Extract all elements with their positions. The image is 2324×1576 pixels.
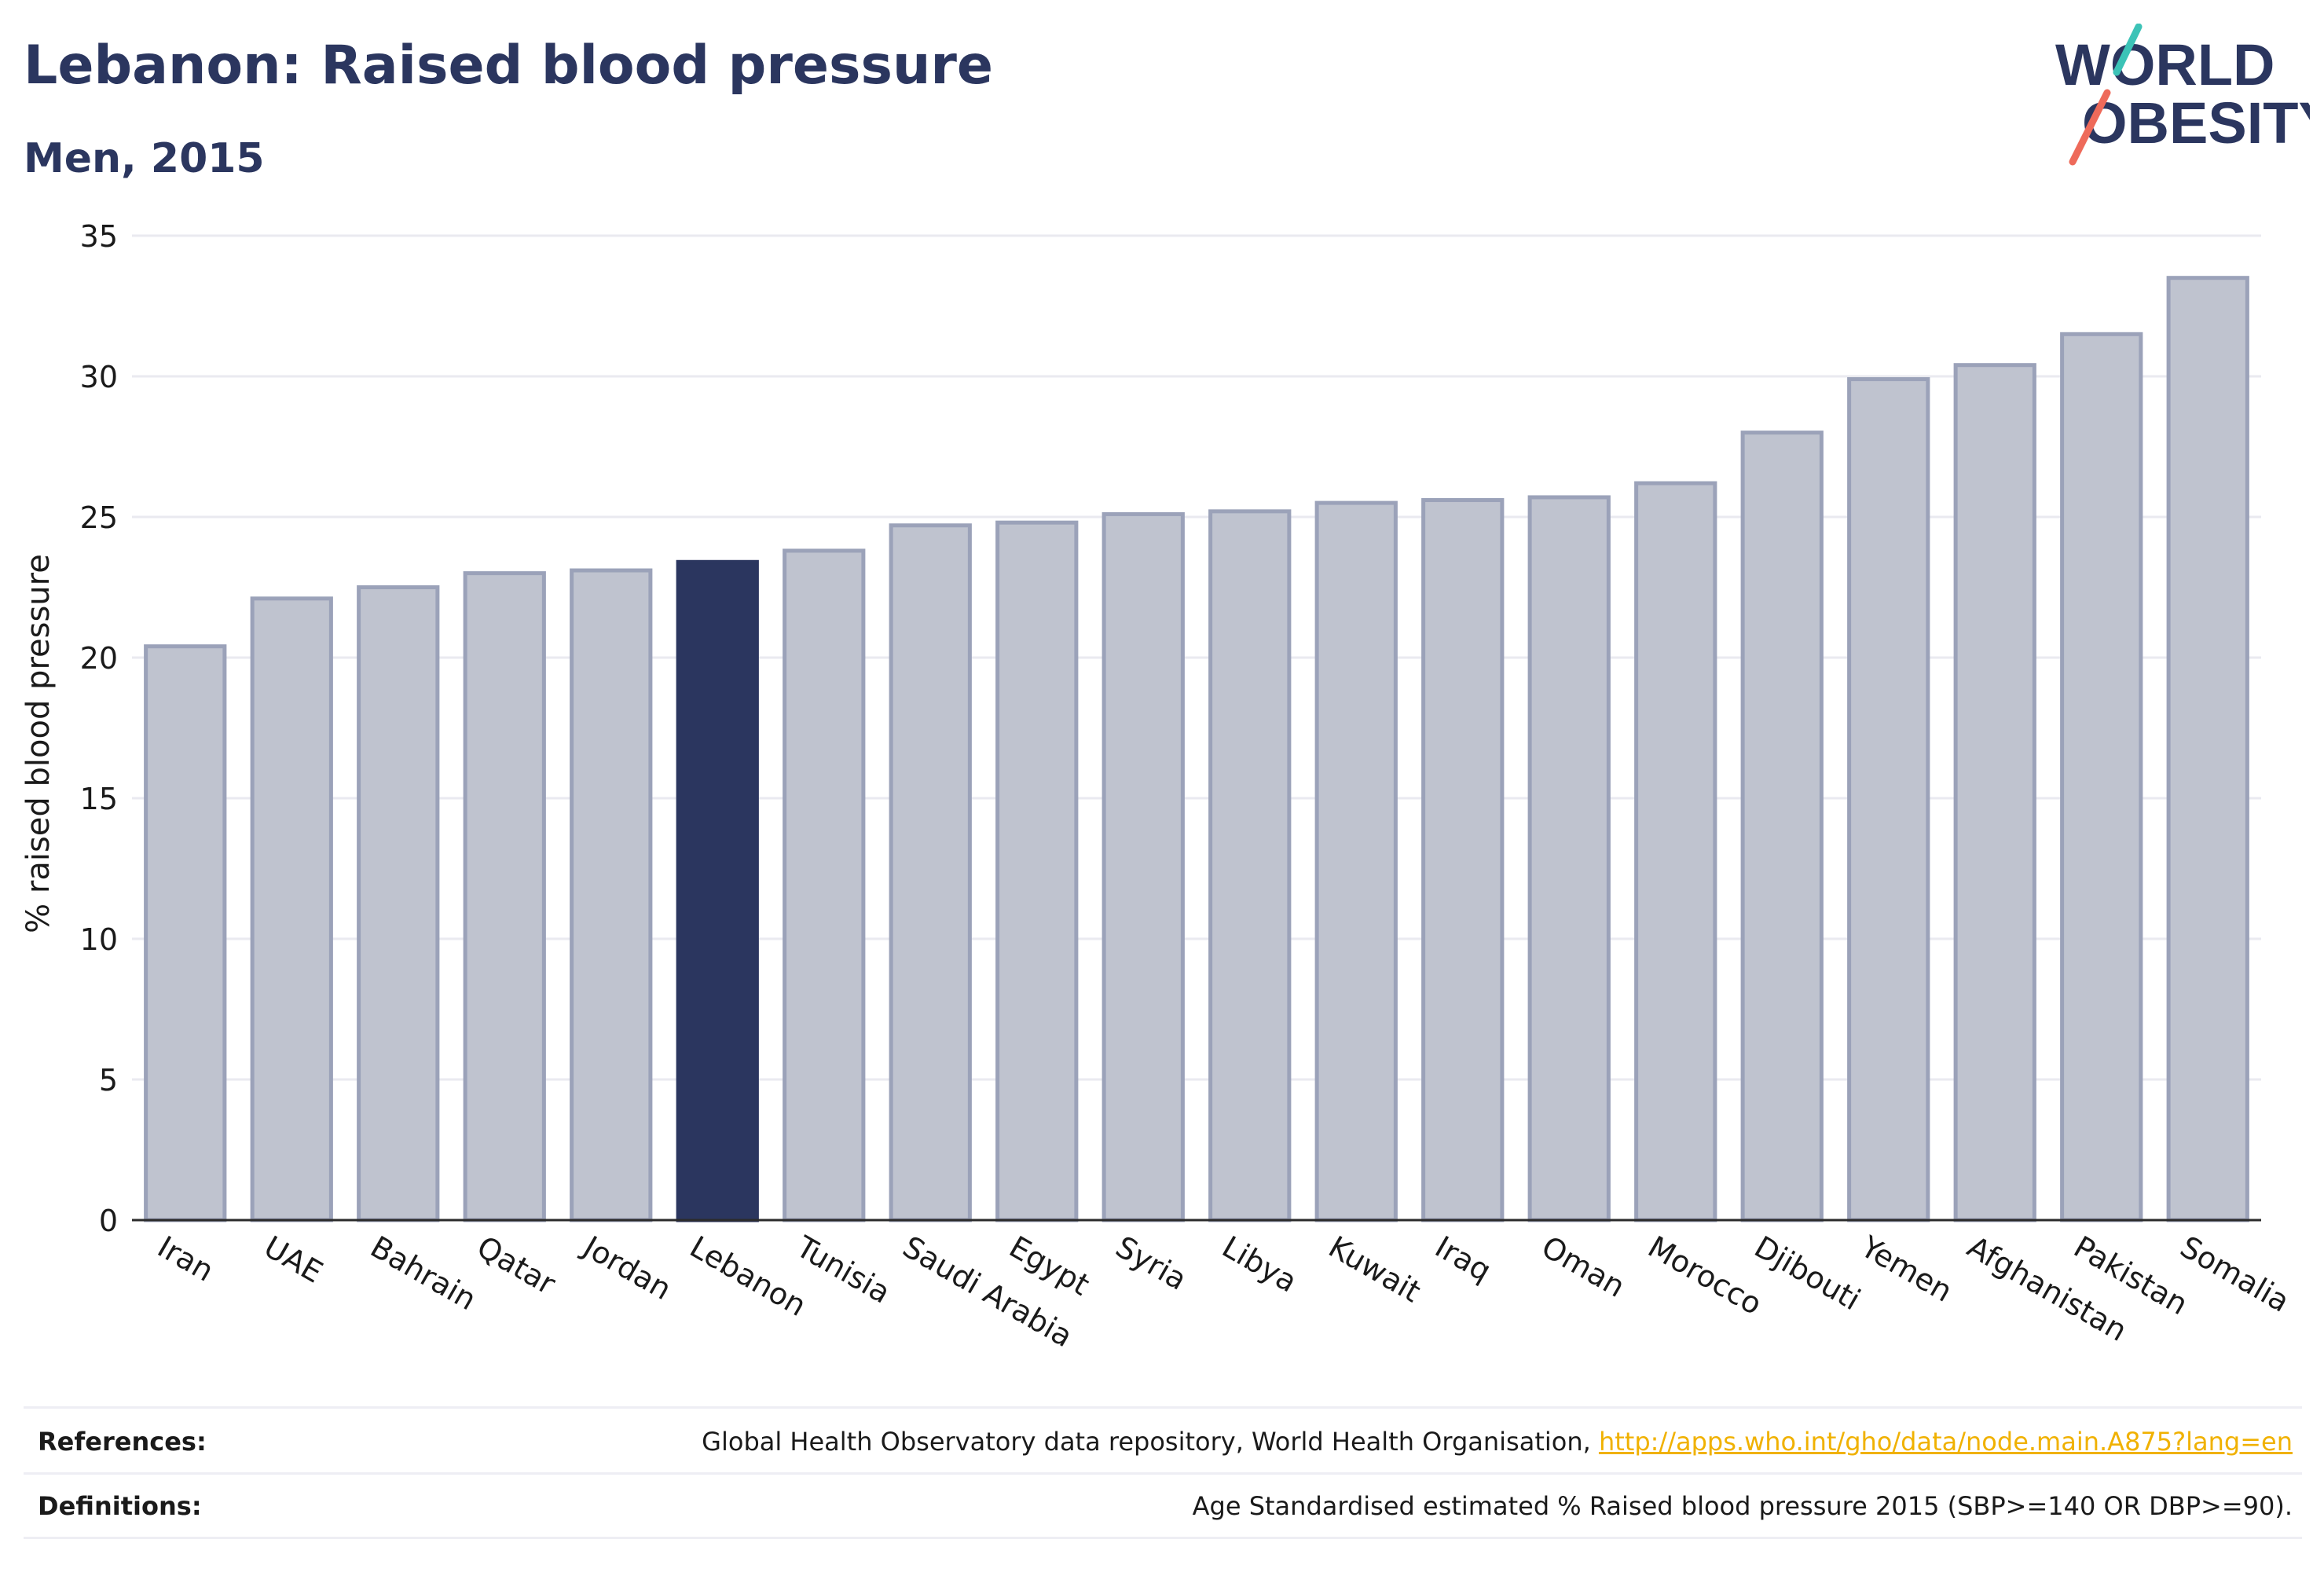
logo-slash-coral: [2069, 89, 2111, 166]
x-tick-label: Libya: [1216, 1230, 1303, 1299]
x-tick-label: Lebanon: [684, 1230, 812, 1323]
footer-divider-middle: [24, 1472, 2302, 1475]
y-tick-label: 10: [80, 922, 118, 957]
bar-syria: [1102, 511, 1185, 1222]
definitions-label: Definitions:: [38, 1491, 202, 1521]
bar-uae: [250, 596, 333, 1222]
logo-line-1: WORLD: [2055, 32, 2275, 97]
bar-kuwait: [1314, 500, 1398, 1222]
bar-jordan: [570, 568, 653, 1222]
references-link[interactable]: http://apps.who.int/gho/data/node.main.A…: [1598, 1427, 2293, 1457]
footer-divider-top: [24, 1406, 2302, 1409]
logo-line-2: OBESITY: [2082, 90, 2310, 156]
y-axis-label: % raised blood pressure: [20, 554, 57, 933]
y-tick-labels: 0 5 10 15 20 25 30 35: [80, 219, 118, 1238]
bar-oman: [1527, 495, 1611, 1222]
y-tick-label: 20: [80, 641, 118, 676]
x-tick-label: Morocco: [1642, 1230, 1768, 1322]
x-tick-label: Yemen: [1854, 1229, 1958, 1309]
chart-subtitle: Men, 2015: [24, 135, 265, 182]
bar-somalia: [2166, 276, 2249, 1222]
x-tick-label: Djibouti: [1749, 1230, 1867, 1318]
bar-saudi-arabia: [889, 523, 972, 1222]
x-tick-label: Kuwait: [1323, 1230, 1427, 1310]
references-label: References:: [38, 1427, 207, 1457]
y-tick-label: 0: [99, 1204, 118, 1238]
references-text: Global Health Observatory data repositor…: [702, 1427, 2293, 1457]
x-tick-label: Iran: [152, 1230, 219, 1288]
gridlines: [132, 234, 2261, 1081]
bar-iraq: [1421, 498, 1505, 1222]
y-tick-label: 30: [80, 360, 118, 394]
x-tick-label: Oman: [1536, 1230, 1631, 1304]
bar-lebanon: [676, 559, 759, 1222]
y-tick-label: 5: [99, 1063, 118, 1098]
x-tick-label: UAE: [258, 1230, 328, 1290]
chart-title: Lebanon: Raised blood pressure: [24, 35, 994, 97]
x-tick-label: Somalia: [2175, 1230, 2296, 1319]
y-tick-label: 35: [80, 219, 118, 254]
bar-tunisia: [783, 548, 866, 1222]
bar-afghanistan: [1953, 363, 2036, 1222]
bar-morocco: [1634, 481, 1717, 1222]
bar-iran: [144, 644, 227, 1222]
bar-libya: [1208, 509, 1292, 1222]
x-tick-label: Jordan: [577, 1229, 677, 1307]
footer-divider-bottom: [24, 1537, 2302, 1539]
bar-djibouti: [1740, 431, 1824, 1222]
y-tick-label: 25: [80, 500, 118, 535]
bar-yemen: [1847, 377, 1930, 1222]
bar-egypt: [995, 520, 1079, 1222]
bar-bahrain: [357, 585, 440, 1222]
definitions-text: Age Standardised estimated % Raised bloo…: [1192, 1491, 2293, 1521]
references-source: Global Health Observatory data repositor…: [702, 1427, 1599, 1457]
x-tick-label: Bahrain: [365, 1230, 482, 1318]
bar-pakistan: [2060, 332, 2143, 1222]
bar-qatar: [463, 571, 546, 1222]
x-tick-label: Syria: [1110, 1230, 1193, 1297]
y-tick-label: 15: [80, 782, 118, 816]
bars: [144, 276, 2249, 1222]
world-obesity-logo: WORLD OBESITY: [2051, 24, 2310, 173]
logo-slash-teal: [2113, 24, 2143, 76]
x-tick-label: Qatar: [471, 1230, 562, 1302]
x-tick-label: Iraq: [1429, 1230, 1497, 1288]
